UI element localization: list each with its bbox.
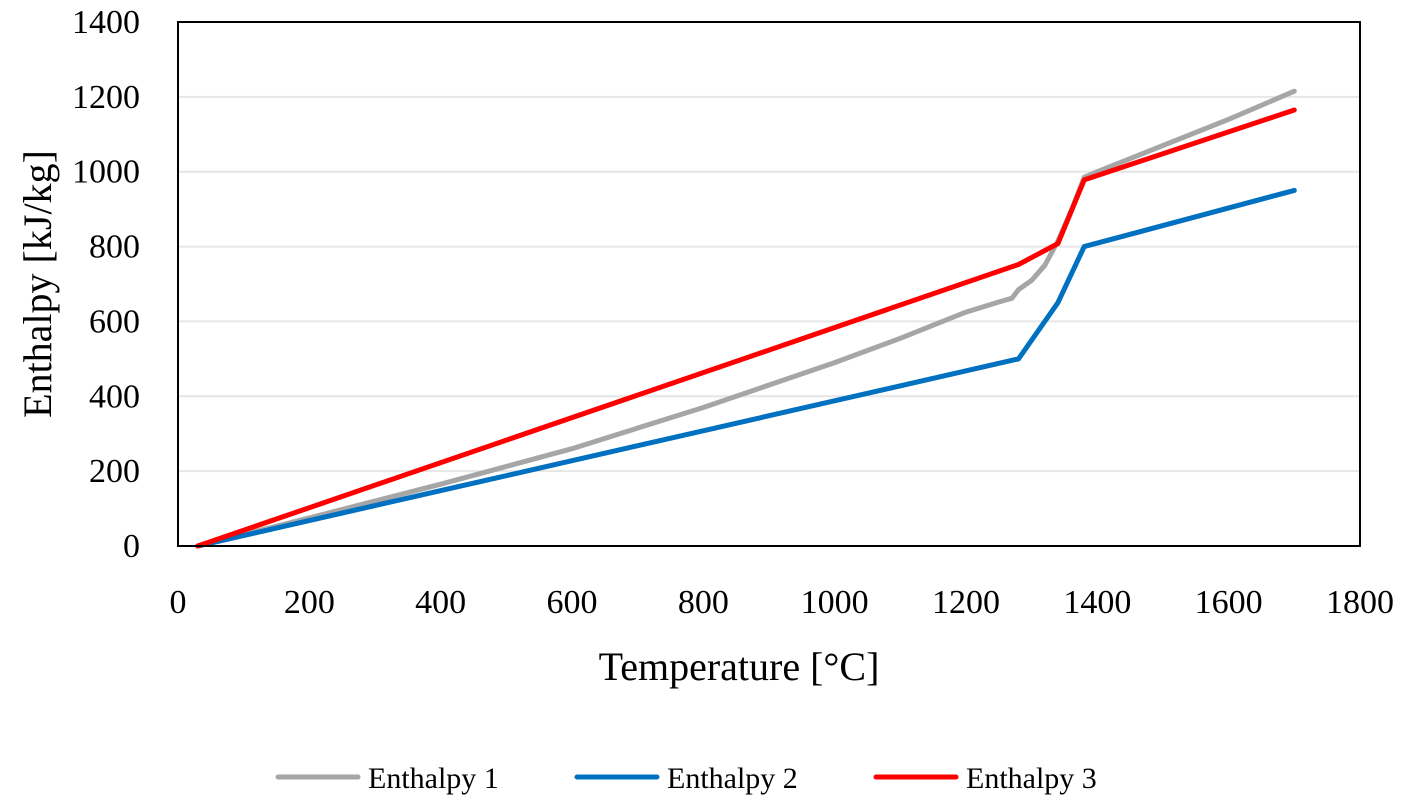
series-line-enthalpy-3 [195,107,1297,549]
x-axis-title: Temperature [°C] [599,644,880,689]
y-tick-label: 1200 [72,79,140,116]
gridlines [178,95,1360,473]
x-tick-label: 1000 [801,584,869,621]
legend: Enthalpy 1 Enthalpy 2 Enthalpy 3 [275,762,1097,795]
y-tick-label: 400 [89,378,140,415]
series-line-enthalpy-1 [195,88,1297,549]
x-tick-label: 1200 [932,584,1000,621]
legend-label-enthalpy-1: Enthalpy 1 [368,762,499,795]
y-axis-tick-labels: 0 200 400 600 800 1000 1200 1400 [72,4,140,565]
x-tick-label: 400 [415,584,466,621]
series-lines [195,88,1297,549]
x-tick-label: 600 [547,584,598,621]
y-axis-title: Enthalpy [kJ/kg] [15,150,60,418]
y-tick-label: 1400 [72,4,140,41]
x-tick-label: 1600 [1195,584,1263,621]
x-tick-label: 1400 [1063,584,1131,621]
plot-area-border [177,21,1361,547]
x-tick-label: 800 [678,584,729,621]
x-tick-label: 200 [284,584,335,621]
y-tick-label: 1000 [72,154,140,191]
y-tick-label: 0 [123,528,140,565]
x-axis-tick-labels: 0 200 400 600 800 1000 1200 1400 1600 1800 [170,584,1395,621]
y-tick-label: 200 [89,453,140,490]
x-tick-label: 0 [170,584,187,621]
legend-label-enthalpy-3: Enthalpy 3 [966,762,1097,795]
y-tick-label: 600 [89,303,140,340]
y-tick-label: 800 [89,229,140,266]
x-tick-label: 1800 [1326,584,1394,621]
legend-label-enthalpy-2: Enthalpy 2 [667,762,798,795]
series-line-enthalpy-2 [195,187,1297,549]
